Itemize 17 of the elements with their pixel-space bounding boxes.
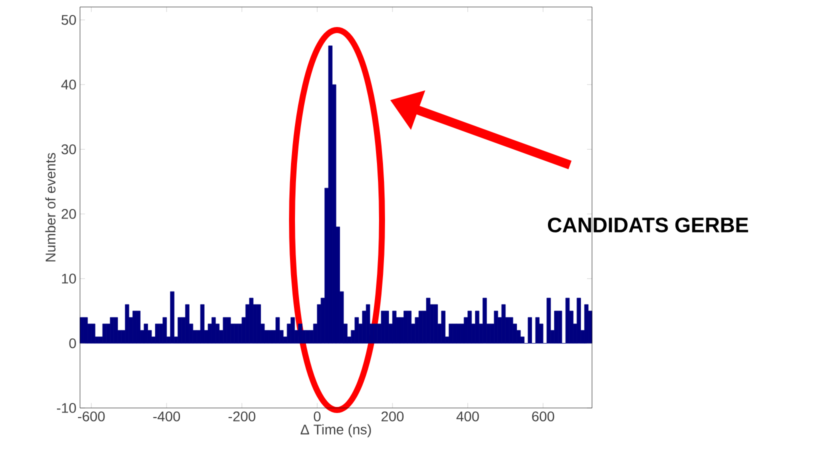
x-tick-label: 600: [532, 411, 554, 422]
x-tick-label: -400: [153, 411, 180, 422]
x-axis-title: Δ Time (ns): [300, 424, 371, 438]
x-tick-label: 400: [456, 411, 479, 422]
y-tick-label: 20: [62, 209, 76, 219]
y-tick-label: 30: [62, 144, 76, 154]
y-tick-label: 10: [62, 274, 76, 284]
x-tick-label: 0: [314, 411, 321, 422]
y-tick-label: 50: [62, 14, 76, 25]
y-tick-label: -10: [56, 403, 76, 413]
y-tick-label: 0: [69, 338, 76, 348]
y-axis-title: Number of events: [45, 152, 56, 262]
x-tick-label: 200: [382, 411, 404, 422]
annotation: CANDIDATS GERBE: [548, 218, 748, 232]
y-tick-label: 40: [61, 80, 76, 90]
x-tick-label: -200: [228, 411, 256, 422]
x-tick-label: -600: [78, 411, 105, 422]
